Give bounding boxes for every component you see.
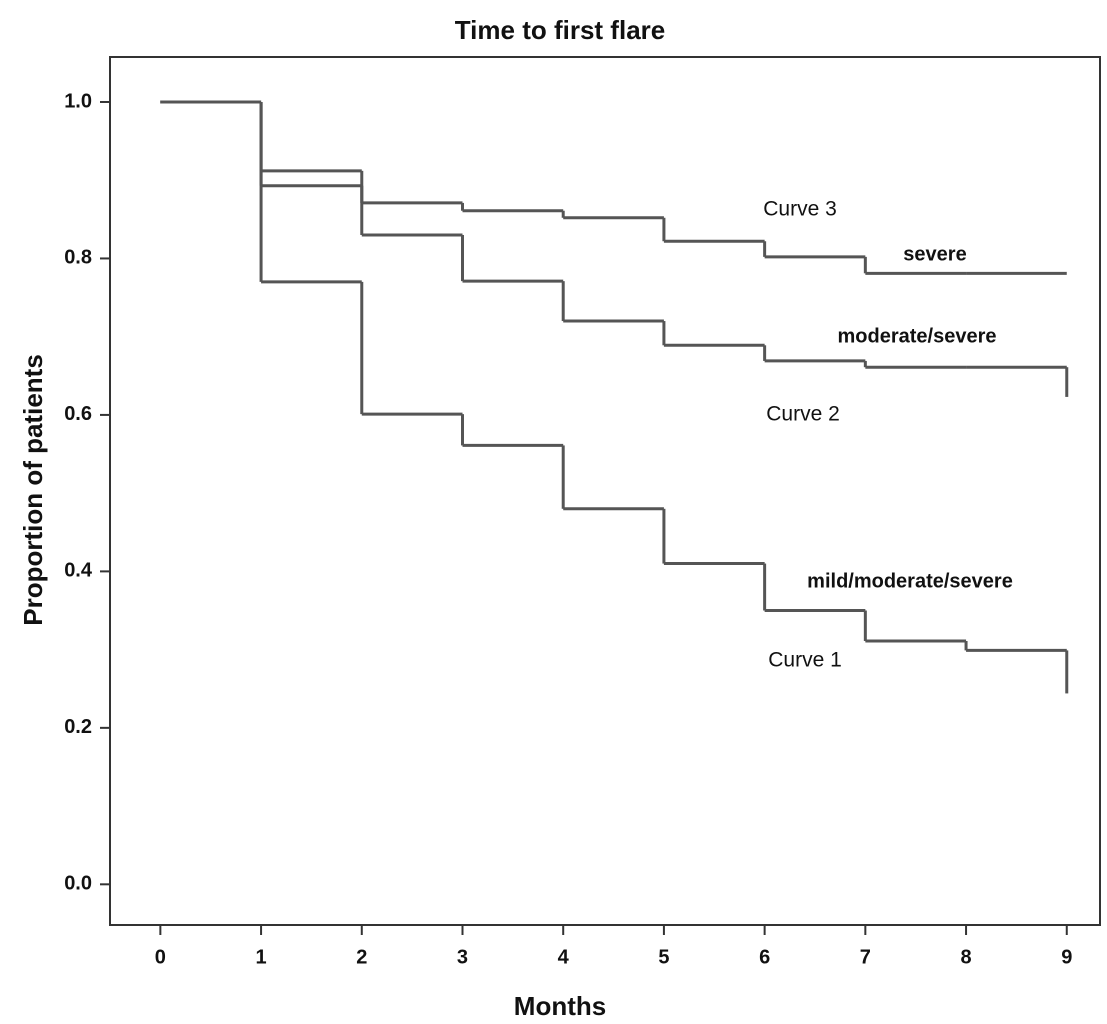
y-tick-label: 0.4: [64, 560, 93, 582]
y-tick-label: 1.0: [64, 90, 92, 112]
x-tick-label: 1: [256, 946, 267, 968]
y-axis-label: Proportion of patients: [18, 354, 48, 626]
annotation: Curve 1: [768, 649, 842, 672]
x-tick-label: 0: [155, 946, 166, 968]
x-tick-label: 5: [658, 946, 669, 968]
x-tick-label: 7: [860, 946, 871, 968]
x-axis-label: Months: [514, 991, 606, 1021]
annotation: Curve 3: [763, 198, 837, 221]
x-tick-label: 3: [457, 946, 468, 968]
x-tick-label: 8: [960, 946, 971, 968]
series-label: moderate/severe: [838, 325, 997, 347]
y-tick-label: 0.6: [64, 403, 92, 425]
chart-title: Time to first flare: [455, 15, 665, 45]
x-tick-label: 9: [1061, 946, 1072, 968]
plot-frame: [109, 56, 1101, 926]
series-label: severe: [903, 243, 966, 265]
series-label: mild/moderate/severe: [807, 570, 1013, 592]
y-tick-label: 0.2: [64, 716, 92, 738]
annotation: Curve 2: [766, 403, 840, 426]
x-tick-label: 2: [356, 946, 367, 968]
x-tick-label: 4: [558, 946, 570, 968]
x-tick-label: 6: [759, 946, 770, 968]
y-tick-label: 0.8: [64, 247, 92, 269]
y-tick-label: 0.0: [64, 873, 92, 895]
